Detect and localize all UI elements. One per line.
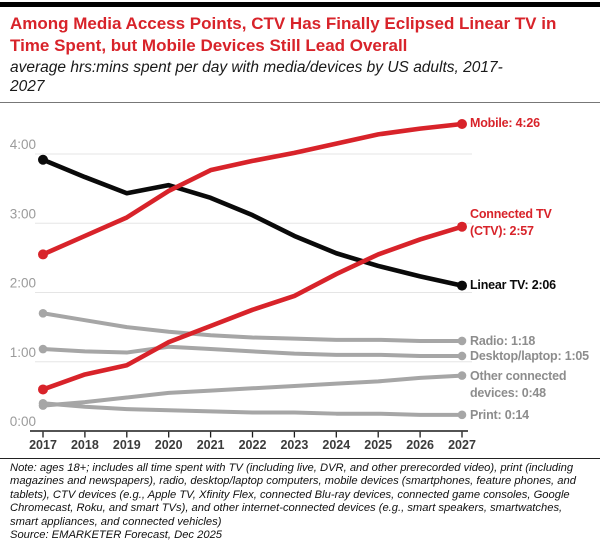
x-tick-label: 2027 [448,438,476,452]
line-chart-canvas: 4:00 3:00 2:00 1:00 0:00 2017 2018 2019 2020 2021… [10,118,476,452]
y-tick-label: 3:00 [10,206,36,221]
series-endpoint-print [38,399,48,408]
note-divider [0,458,600,459]
series-line-connected-tv-ctv [40,224,465,392]
series-line-desktop-laptop [41,344,464,358]
x-tick-label: 2021 [197,438,225,452]
x-tick-label: 2019 [113,438,141,452]
series-endpoint-desktop-laptop [38,344,48,354]
x-tick-label: 2023 [280,438,308,452]
x-tick-label: 2026 [406,438,434,452]
x-tick-label: 2020 [155,438,183,452]
chart-subtitle: average hrs:mins spent per day with medi… [10,59,503,95]
series-label-print: Print: 0:14 [470,408,529,422]
series-label-linear-tv: Linear TV: 2:06 [470,278,556,292]
series-endpoint-connected-tv-ctv [38,384,48,395]
series-line-linear-tv [40,157,465,288]
chart-title: Among Media Access Points, CTV Has Final… [10,14,557,55]
series-label-mobile: Mobile: 4:26 [470,116,540,130]
series-endpoint-linear-tv [38,154,48,165]
series-endpoint-print [457,410,467,420]
series-endpoint-radio [38,308,48,318]
series-endpoint-mobile [38,249,48,260]
series-label-desktop-laptop: Desktop/laptop: 1:05 [470,349,589,363]
chart-header: Among Media Access Points, CTV Has Final… [0,7,600,96]
line-chart: 4:00 3:00 2:00 1:00 0:00 2017 2018 2019 2020 2021… [0,106,600,456]
y-tick-label: 2:00 [10,276,36,291]
x-tick-label: 2018 [71,438,99,452]
series-line-print [41,401,464,417]
series-endpoint-linear-tv [457,280,467,291]
series-line-radio [41,311,464,343]
series-line-mobile [40,121,465,257]
series-label-connected-tv-ctv: Connected TV (CTV): 2:57 [470,207,552,238]
y-tick-label: 0:00 [10,414,36,429]
x-tick-label: 2025 [364,438,392,452]
header-divider [0,102,600,103]
x-tick-label: 2017 [29,438,57,452]
x-tick-label: 2022 [239,438,267,452]
y-tick-label: 1:00 [10,345,36,360]
series-line-other-connected-devices [41,373,464,408]
series-endpoint-desktop-laptop [457,351,467,361]
series-endpoint-mobile [457,118,467,129]
chart-source: Source: EMARKETER Forecast, Dec 2025 [10,529,223,542]
series-endpoint-other-connected-devices [457,371,467,380]
y-tick-label: 4:00 [10,137,36,152]
series-label-other-connected-devices: Other connected devices: 0:48 [470,369,567,400]
series-endpoint-connected-tv-ctv [457,221,467,232]
series-label-radio: Radio: 1:18 [470,334,536,348]
series-endpoint-radio [457,336,467,346]
x-tick-label: 2024 [322,438,350,452]
chart-note: Note: ages 18+; includes all time spent … [10,462,576,528]
top-black-bar [0,2,600,7]
